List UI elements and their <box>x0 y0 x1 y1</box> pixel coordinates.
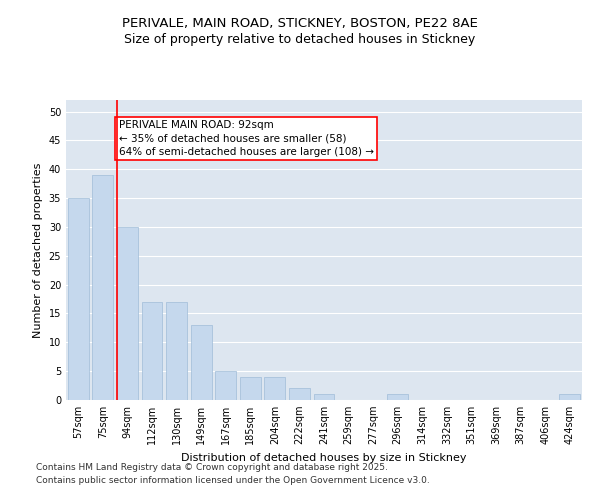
Bar <box>387 394 408 400</box>
Bar <box>92 175 113 400</box>
Bar <box>68 198 89 400</box>
Bar <box>191 325 212 400</box>
Y-axis label: Number of detached properties: Number of detached properties <box>33 162 43 338</box>
Bar <box>215 371 236 400</box>
Bar <box>117 227 138 400</box>
Bar <box>559 394 580 400</box>
Bar <box>314 394 334 400</box>
Text: Size of property relative to detached houses in Stickney: Size of property relative to detached ho… <box>124 32 476 46</box>
Text: Contains public sector information licensed under the Open Government Licence v3: Contains public sector information licen… <box>36 476 430 485</box>
X-axis label: Distribution of detached houses by size in Stickney: Distribution of detached houses by size … <box>181 452 467 462</box>
Bar <box>142 302 163 400</box>
Bar <box>289 388 310 400</box>
Bar <box>166 302 187 400</box>
Text: PERIVALE MAIN ROAD: 92sqm
← 35% of detached houses are smaller (58)
64% of semi-: PERIVALE MAIN ROAD: 92sqm ← 35% of detac… <box>119 120 374 156</box>
Bar <box>240 377 261 400</box>
Text: PERIVALE, MAIN ROAD, STICKNEY, BOSTON, PE22 8AE: PERIVALE, MAIN ROAD, STICKNEY, BOSTON, P… <box>122 18 478 30</box>
Text: Contains HM Land Registry data © Crown copyright and database right 2025.: Contains HM Land Registry data © Crown c… <box>36 464 388 472</box>
Bar <box>265 377 286 400</box>
